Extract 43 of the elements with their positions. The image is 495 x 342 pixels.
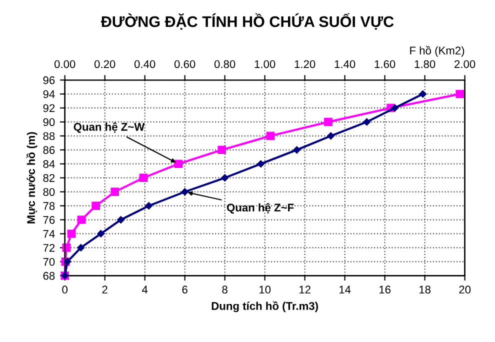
x-tick-label: 20: [459, 286, 471, 294]
y-tick-label: 94: [43, 90, 55, 98]
y-axis-title: Mực nước hồ (m): [26, 132, 38, 224]
x2-tick-label: 1.00: [254, 60, 276, 68]
x2-tick-label: 0.40: [134, 60, 156, 68]
y-tick-label: 78: [43, 202, 55, 210]
x-tick-label: 0: [62, 286, 68, 294]
y-tick-label: 84: [43, 160, 55, 168]
x2-tick-label: 0.20: [94, 60, 116, 68]
y-tick-label: 72: [43, 244, 55, 252]
y-tick-label: 90: [43, 118, 55, 126]
x-tick-label: 16: [379, 286, 391, 294]
x-axis-title: Dung tích hồ (Tr.m3): [212, 301, 318, 312]
x-tick-label: 10: [259, 286, 271, 294]
x2-tick-label: 0.80: [214, 60, 236, 68]
x2-tick-label: 1.60: [374, 60, 396, 68]
x-tick-label: 6: [182, 286, 188, 294]
x-tick-label: 8: [222, 286, 228, 294]
x2-tick-label: 2.00: [454, 60, 476, 68]
text: Quan hệ Z~W: [74, 122, 145, 133]
y-tick-label: 74: [43, 230, 55, 238]
y-tick-label: 80: [43, 188, 55, 196]
x-tick-label: 4: [142, 286, 148, 294]
y-tick-label: 76: [43, 216, 55, 224]
x2-tick-label: 1.40: [334, 60, 356, 68]
y-tick-label: 86: [43, 146, 55, 154]
x-tick-label: 18: [419, 286, 431, 294]
y-tick-label: 92: [43, 104, 55, 112]
y-tick-label: 88: [43, 132, 55, 140]
x2-tick-label: 0.00: [54, 60, 76, 68]
chart-title: ĐƯỜNG ĐẶC TÍNH HỒ CHỨA SUỐI VỰC: [100, 13, 394, 30]
x-tick-label: 12: [299, 286, 310, 294]
x2-axis-title: F hồ (Km2): [410, 46, 464, 57]
x-tick-label: 14: [339, 286, 351, 294]
y-tick-label: 68: [43, 272, 55, 280]
x2-tick-label: 1.20: [294, 60, 316, 68]
text: Quan hệ Z~F: [226, 203, 294, 214]
x-tick-label: 2: [102, 286, 108, 294]
y-tick-label: 82: [43, 174, 55, 182]
x2-tick-label: 0.60: [174, 60, 196, 68]
x2-tick-label: 1.80: [414, 60, 436, 68]
y-tick-label: 96: [43, 76, 55, 84]
y-tick-label: 70: [43, 258, 55, 266]
